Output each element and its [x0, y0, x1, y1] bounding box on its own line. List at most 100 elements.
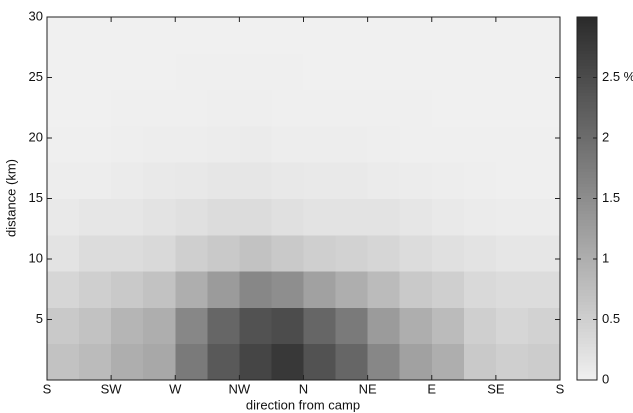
cell: [367, 17, 401, 54]
colorbar-step: [577, 355, 597, 360]
colorbar-step: [577, 35, 597, 39]
cell: [271, 53, 304, 91]
colorbar-step: [577, 231, 597, 236]
cell: [239, 17, 272, 54]
colorbar-step: [577, 237, 597, 242]
cell: [527, 234, 561, 272]
cell: [399, 343, 433, 381]
cell: [399, 307, 433, 345]
cell: [463, 17, 497, 54]
cell: [431, 271, 465, 308]
cell: [47, 125, 80, 163]
cell: [47, 234, 80, 272]
cell: [303, 53, 337, 91]
colorbar-step: [577, 32, 597, 36]
cell: [271, 343, 304, 381]
colorbar-step: [577, 116, 597, 121]
colorbar-step: [577, 246, 597, 251]
cell: [527, 271, 561, 308]
colorbar-step: [577, 289, 597, 293]
cell: [79, 307, 112, 345]
colorbar-step: [577, 210, 597, 215]
cell: [239, 162, 272, 199]
colorbar-step: [577, 234, 597, 239]
cell: [399, 125, 433, 163]
cell: [463, 307, 497, 345]
cell: [335, 162, 369, 199]
colorbar-step: [577, 180, 597, 184]
cell: [367, 89, 401, 127]
cell: [175, 53, 208, 91]
colorbar-step: [577, 89, 597, 94]
cell: [335, 307, 369, 345]
colorbar-tick-label: 1: [602, 250, 609, 265]
colorbar-step: [577, 213, 597, 218]
cell: [111, 125, 144, 163]
x-axis-label: direction from camp: [246, 397, 360, 412]
cell: [79, 271, 112, 308]
cell: [47, 198, 80, 236]
heatmap: [47, 17, 561, 381]
x-tick-label: N: [299, 381, 308, 396]
cell: [495, 17, 529, 54]
colorbar-step: [577, 62, 597, 66]
colorbar-step: [577, 340, 597, 345]
colorbar-step: [577, 301, 597, 305]
cell: [527, 198, 561, 236]
y-tick-label: 25: [29, 69, 43, 84]
cell: [463, 198, 497, 236]
cell: [431, 343, 465, 381]
colorbar-step: [577, 159, 597, 163]
colorbar-step: [577, 83, 597, 88]
colorbar-step: [577, 198, 597, 203]
cell: [175, 89, 208, 127]
colorbar-step: [577, 86, 597, 91]
cell: [431, 89, 465, 127]
cell: [79, 89, 112, 127]
colorbar-step: [577, 20, 597, 24]
cell: [111, 17, 144, 54]
colorbar-step: [577, 240, 597, 245]
cell: [175, 343, 208, 381]
colorbar-step: [577, 50, 597, 54]
cell: [335, 89, 369, 127]
colorbar-step: [577, 310, 597, 314]
cell: [463, 89, 497, 127]
colorbar: [577, 17, 597, 381]
x-tick-label: NW: [229, 381, 251, 396]
cell: [303, 198, 337, 236]
colorbar-tick-label: 0: [602, 371, 609, 386]
cell: [47, 307, 80, 345]
cell: [79, 162, 112, 199]
cell: [271, 89, 304, 127]
colorbar-step: [577, 131, 597, 136]
colorbar-tick-label: 1.5: [602, 190, 620, 205]
colorbar-step: [577, 119, 597, 124]
cell: [495, 307, 529, 345]
colorbar-step: [577, 147, 597, 151]
cell: [303, 162, 337, 199]
cell: [207, 162, 240, 199]
cell: [143, 271, 176, 308]
cell: [527, 162, 561, 199]
cell: [431, 234, 465, 272]
colorbar-step: [577, 138, 597, 142]
x-tick-label: E: [427, 381, 436, 396]
colorbar-step: [577, 53, 597, 57]
cell: [239, 271, 272, 308]
colorbar-step: [577, 292, 597, 296]
cell: [143, 89, 176, 127]
cell: [399, 53, 433, 91]
cell: [143, 53, 176, 91]
colorbar-step: [577, 331, 597, 336]
colorbar-step: [577, 153, 597, 157]
colorbar-step: [577, 228, 597, 233]
colorbar-step: [577, 59, 597, 63]
colorbar-step: [577, 128, 597, 133]
cell: [367, 343, 401, 381]
colorbar-step: [577, 255, 597, 260]
colorbar-tick-label: 0.5: [602, 311, 620, 326]
colorbar-step: [577, 150, 597, 154]
cell: [143, 307, 176, 345]
x-tick-label: S: [556, 381, 565, 396]
